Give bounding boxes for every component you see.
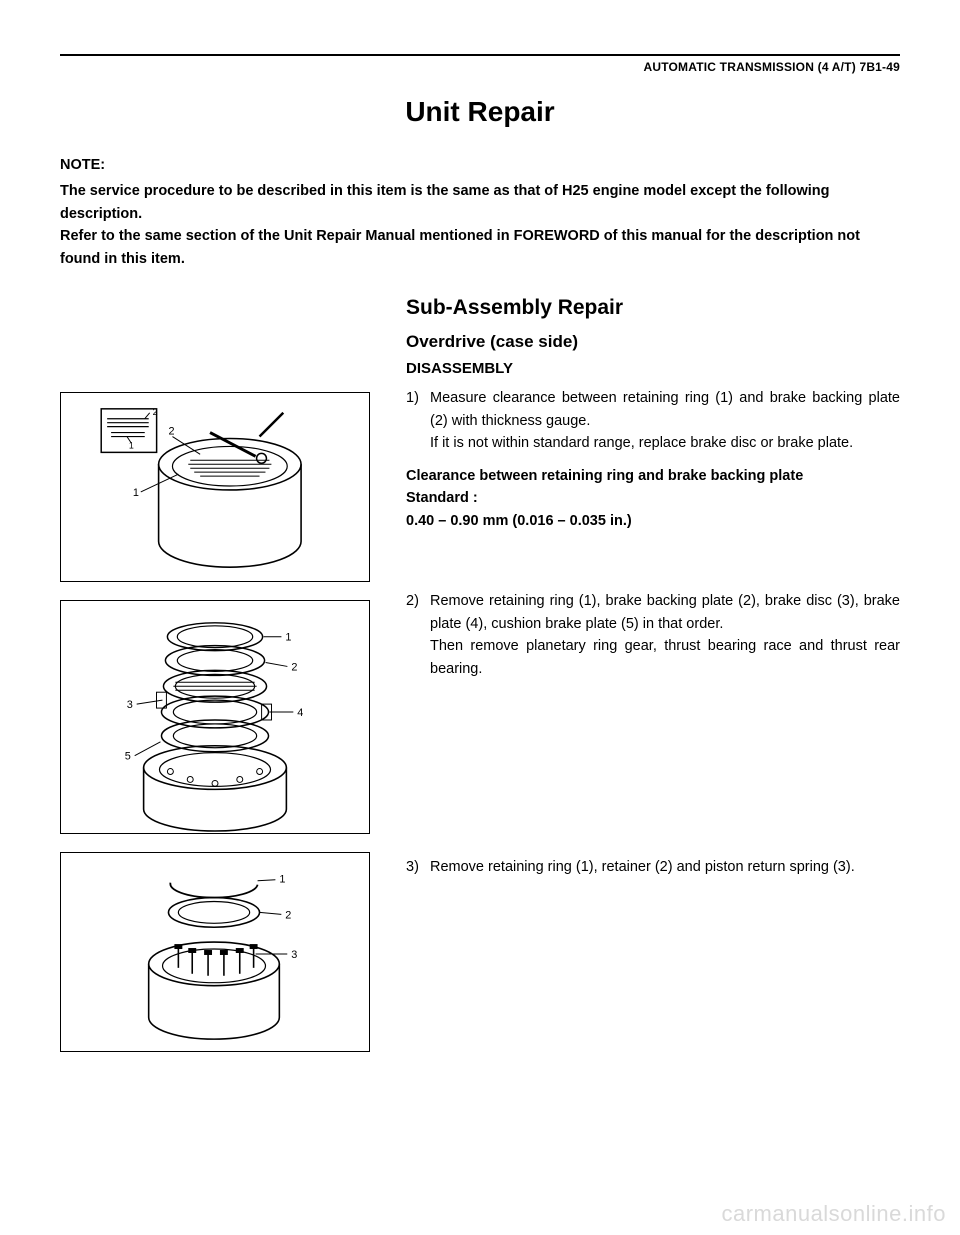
header-rule	[60, 54, 900, 56]
step-1-line-b: If it is not within standard range, repl…	[430, 435, 853, 451]
fig2-label-2: 2	[291, 662, 297, 674]
section-subtitle: Overdrive (case side)	[406, 332, 900, 352]
figures-column: 2 1	[60, 296, 370, 1070]
clearance-line-1: Clearance between retaining ring and bra…	[406, 465, 900, 487]
figure-3-svg: 1 2 3	[61, 853, 369, 1051]
section-title: Sub-Assembly Repair	[406, 296, 900, 320]
figure-1: 2 1	[60, 392, 370, 582]
figure-3: 1 2 3	[60, 852, 370, 1052]
fig3-label-3: 3	[291, 949, 297, 961]
step-2: 2) Remove retaining ring (1), brake back…	[406, 590, 900, 680]
note-line-2: Refer to the same section of the Unit Re…	[60, 225, 900, 270]
step-3-number: 3)	[406, 856, 430, 878]
fig1-inset-label-1: 1	[129, 441, 134, 451]
step-1-number: 1)	[406, 387, 430, 454]
fig2-label-4: 4	[297, 707, 303, 719]
step-1-body: Measure clearance between retaining ring…	[430, 387, 900, 454]
fig1-inset-label-2: 2	[153, 407, 158, 417]
watermark-text: carmanualsonline.info	[721, 1201, 946, 1227]
clearance-line-2: Standard :	[406, 487, 900, 509]
page-container: AUTOMATIC TRANSMISSION (4 A/T) 7B1-49 Un…	[0, 0, 960, 1235]
note-line-1: The service procedure to be described in…	[60, 180, 900, 225]
spacer-1	[406, 532, 900, 590]
spacer-2	[406, 690, 900, 856]
step-2-number: 2)	[406, 590, 430, 680]
fig3-label-2: 2	[285, 910, 291, 922]
step-2-body: Remove retaining ring (1), brake backing…	[430, 590, 900, 680]
fig3-label-1: 1	[279, 874, 285, 886]
fig2-label-5: 5	[125, 751, 131, 763]
step-1: 1) Measure clearance between retaining r…	[406, 387, 900, 454]
fig2-label-3: 3	[127, 699, 133, 711]
note-block: NOTE: The service procedure to be descri…	[60, 154, 900, 270]
step-2-line-a: Remove retaining ring (1), brake backing…	[430, 593, 900, 631]
figure-1-svg: 2 1	[61, 393, 369, 581]
fig1-label-2: 2	[168, 426, 174, 438]
figure-2-svg: 1 2 3 4 5	[61, 601, 369, 833]
step-2-line-b: Then remove planetary ring gear, thrust …	[430, 638, 900, 676]
step-1-line-a: Measure clearance between retaining ring…	[430, 390, 900, 428]
section-subsubtitle: DISASSEMBLY	[406, 360, 900, 377]
text-column: Sub-Assembly Repair Overdrive (case side…	[406, 296, 900, 1070]
note-label: NOTE:	[60, 154, 900, 176]
page-title: Unit Repair	[60, 96, 900, 128]
figure-2: 1 2 3 4 5	[60, 600, 370, 834]
header-text: AUTOMATIC TRANSMISSION (4 A/T) 7B1-49	[60, 60, 900, 74]
step-3-body: Remove retaining ring (1), retainer (2) …	[430, 856, 900, 878]
content-area: 2 1	[60, 296, 900, 1070]
clearance-spec: Clearance between retaining ring and bra…	[406, 465, 900, 532]
clearance-line-3: 0.40 – 0.90 mm (0.016 – 0.035 in.)	[406, 510, 900, 532]
fig2-label-1: 1	[285, 632, 291, 644]
fig1-label-1: 1	[133, 487, 139, 499]
step-3: 3) Remove retaining ring (1), retainer (…	[406, 856, 900, 878]
